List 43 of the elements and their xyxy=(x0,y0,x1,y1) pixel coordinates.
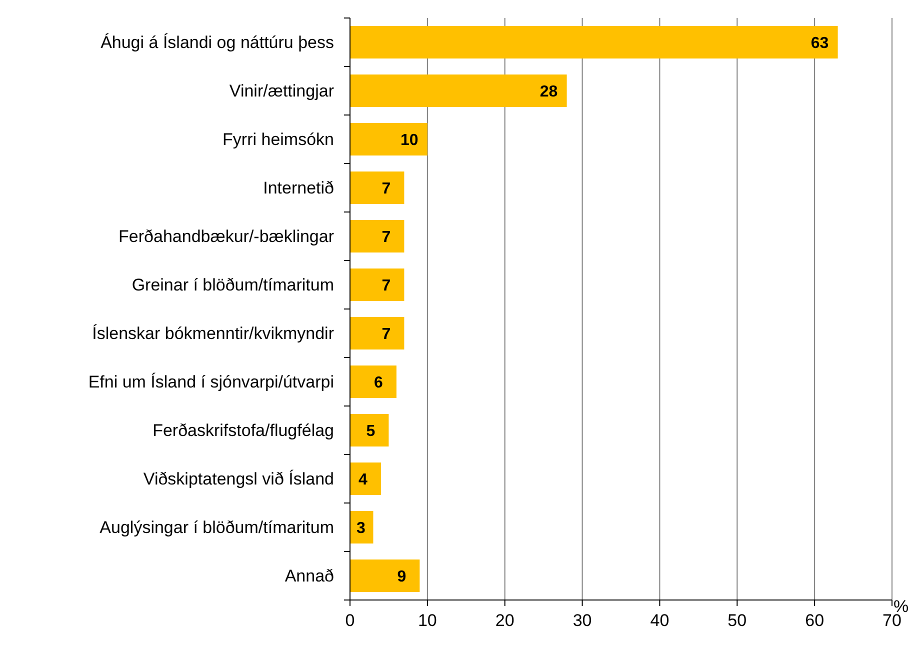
bar xyxy=(350,560,420,592)
bar xyxy=(350,74,567,107)
bar xyxy=(350,317,404,350)
y-tick-label: Ferðahandbækur/-bæklingar xyxy=(118,227,334,246)
bar xyxy=(350,26,838,58)
data-label: 10 xyxy=(400,132,418,149)
x-tick-label: 70 xyxy=(882,611,902,630)
bar xyxy=(350,366,396,398)
x-tick-label: 50 xyxy=(728,611,747,630)
y-tick-label: Viðskiptatengsl við Ísland xyxy=(143,470,334,489)
y-tick-label: Áhugi á Íslandi og náttúru þess xyxy=(100,33,334,52)
x-tick-label: 10 xyxy=(418,611,437,630)
y-tick-label: Vinir/ættingjar xyxy=(229,82,334,101)
data-label: 7 xyxy=(382,180,391,198)
data-label: 5 xyxy=(366,422,376,440)
y-tick-label: Efni um Ísland í sjónvarpi/útvarpi xyxy=(88,372,334,392)
bar xyxy=(350,414,389,446)
data-label: 4 xyxy=(358,471,368,488)
data-label: 7 xyxy=(382,228,391,246)
bar xyxy=(350,172,404,204)
bar xyxy=(350,123,428,156)
y-tick-label: Internetið xyxy=(263,178,334,198)
y-tick-label: Fyrri heimsókn xyxy=(222,130,334,150)
data-label: 7 xyxy=(382,277,391,294)
x-tick-label: 30 xyxy=(572,611,592,630)
x-tick-label: 60 xyxy=(805,611,824,630)
y-tick-label: Ferðaskrifstofa/flugfélag xyxy=(152,421,334,440)
x-tick-label: 0 xyxy=(345,611,355,630)
data-label: 6 xyxy=(374,374,384,392)
y-tick-label: Greinar í blöðum/tímaritum xyxy=(132,276,334,295)
bar xyxy=(350,268,404,301)
bar xyxy=(350,220,404,252)
x-tick-label: 20 xyxy=(495,611,514,630)
data-label: 3 xyxy=(356,520,366,537)
bar xyxy=(350,462,381,495)
y-tick-label: Auglýsingar í blöðum/tímaritum xyxy=(100,518,334,538)
data-label: 63 xyxy=(810,34,829,52)
data-label: 9 xyxy=(397,568,406,586)
y-tick-label: Annað xyxy=(284,566,334,586)
data-label: 28 xyxy=(540,83,558,100)
x-tick-label: 40 xyxy=(650,611,670,630)
data-label: 7 xyxy=(382,326,391,343)
y-tick-label: Íslenskar bókmenntir/kvikmyndir xyxy=(92,324,334,344)
